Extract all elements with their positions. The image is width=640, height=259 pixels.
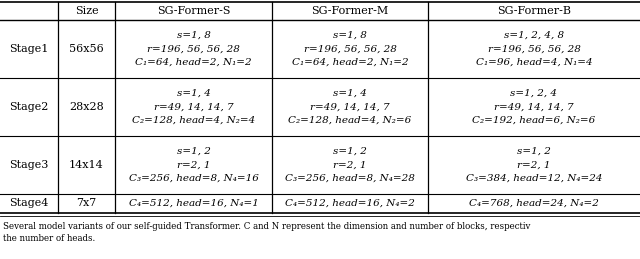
Text: SG-Former-B: SG-Former-B — [497, 6, 571, 16]
Text: C₂=192, head=6, N₂=6: C₂=192, head=6, N₂=6 — [472, 116, 596, 125]
Text: C₁=64, head=2, N₁=2: C₁=64, head=2, N₁=2 — [292, 58, 408, 67]
Text: Stage2: Stage2 — [10, 102, 49, 112]
Text: s=1, 2: s=1, 2 — [177, 147, 211, 156]
Text: 56x56: 56x56 — [69, 44, 104, 54]
Text: C₁=64, head=2, N₁=2: C₁=64, head=2, N₁=2 — [135, 58, 252, 67]
Text: r=196, 56, 56, 28: r=196, 56, 56, 28 — [303, 45, 396, 54]
Text: SG-Former-M: SG-Former-M — [312, 6, 388, 16]
Text: s=1, 8: s=1, 8 — [177, 31, 211, 40]
Text: 14x14: 14x14 — [69, 160, 104, 170]
Text: C₄=512, head=16, N₄=2: C₄=512, head=16, N₄=2 — [285, 199, 415, 208]
Text: Stage1: Stage1 — [10, 44, 49, 54]
Text: r=49, 14, 14, 7: r=49, 14, 14, 7 — [494, 103, 574, 112]
Text: C₄=768, head=24, N₄=2: C₄=768, head=24, N₄=2 — [469, 199, 599, 208]
Text: SG-Former-S: SG-Former-S — [157, 6, 230, 16]
Text: s=1, 2, 4: s=1, 2, 4 — [511, 89, 557, 98]
Text: Stage3: Stage3 — [10, 160, 49, 170]
Text: r=2, 1: r=2, 1 — [177, 161, 211, 169]
Text: Stage4: Stage4 — [10, 198, 49, 208]
Text: r=49, 14, 14, 7: r=49, 14, 14, 7 — [154, 103, 234, 112]
Text: s=1, 4: s=1, 4 — [177, 89, 211, 98]
Text: C₃=384, head=12, N₄=24: C₃=384, head=12, N₄=24 — [466, 174, 602, 183]
Text: r=2, 1: r=2, 1 — [333, 161, 367, 169]
Text: C₁=96, head=4, N₁=4: C₁=96, head=4, N₁=4 — [476, 58, 592, 67]
Text: s=1, 2: s=1, 2 — [333, 147, 367, 156]
Text: C₂=128, head=4, N₂=6: C₂=128, head=4, N₂=6 — [289, 116, 412, 125]
Text: Size: Size — [75, 6, 99, 16]
Text: r=196, 56, 56, 28: r=196, 56, 56, 28 — [488, 45, 580, 54]
Text: Several model variants of our self-guided Transformer. C and N represent the dim: Several model variants of our self-guide… — [3, 222, 531, 231]
Text: r=49, 14, 14, 7: r=49, 14, 14, 7 — [310, 103, 390, 112]
Text: C₂=128, head=4, N₂=4: C₂=128, head=4, N₂=4 — [132, 116, 255, 125]
Text: the number of heads.: the number of heads. — [3, 234, 95, 243]
Text: C₃=256, head=8, N₄=28: C₃=256, head=8, N₄=28 — [285, 174, 415, 183]
Text: s=1, 2: s=1, 2 — [517, 147, 551, 156]
Text: 7x7: 7x7 — [76, 198, 97, 208]
Text: s=1, 2, 4, 8: s=1, 2, 4, 8 — [504, 31, 564, 40]
Text: C₄=512, head=16, N₄=1: C₄=512, head=16, N₄=1 — [129, 199, 259, 208]
Text: r=2, 1: r=2, 1 — [517, 161, 551, 169]
Text: r=196, 56, 56, 28: r=196, 56, 56, 28 — [147, 45, 240, 54]
Text: s=1, 8: s=1, 8 — [333, 31, 367, 40]
Text: s=1, 4: s=1, 4 — [333, 89, 367, 98]
Text: 28x28: 28x28 — [69, 102, 104, 112]
Text: C₃=256, head=8, N₄=16: C₃=256, head=8, N₄=16 — [129, 174, 259, 183]
